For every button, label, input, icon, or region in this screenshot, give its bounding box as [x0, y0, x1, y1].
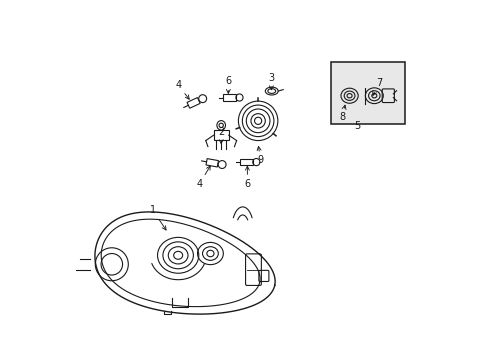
Text: 7: 7	[372, 78, 381, 95]
Text: 1: 1	[150, 206, 166, 230]
Text: 8: 8	[338, 105, 346, 122]
Text: 5: 5	[354, 121, 360, 131]
Text: 6: 6	[244, 166, 250, 189]
Bar	[330, 62, 404, 125]
Text: 6: 6	[225, 76, 231, 93]
Bar	[213, 130, 228, 140]
Text: 9: 9	[257, 147, 263, 165]
Text: 4: 4	[175, 80, 189, 99]
Text: 2: 2	[218, 127, 224, 144]
Text: 4: 4	[196, 166, 210, 189]
Text: 3: 3	[268, 73, 274, 90]
